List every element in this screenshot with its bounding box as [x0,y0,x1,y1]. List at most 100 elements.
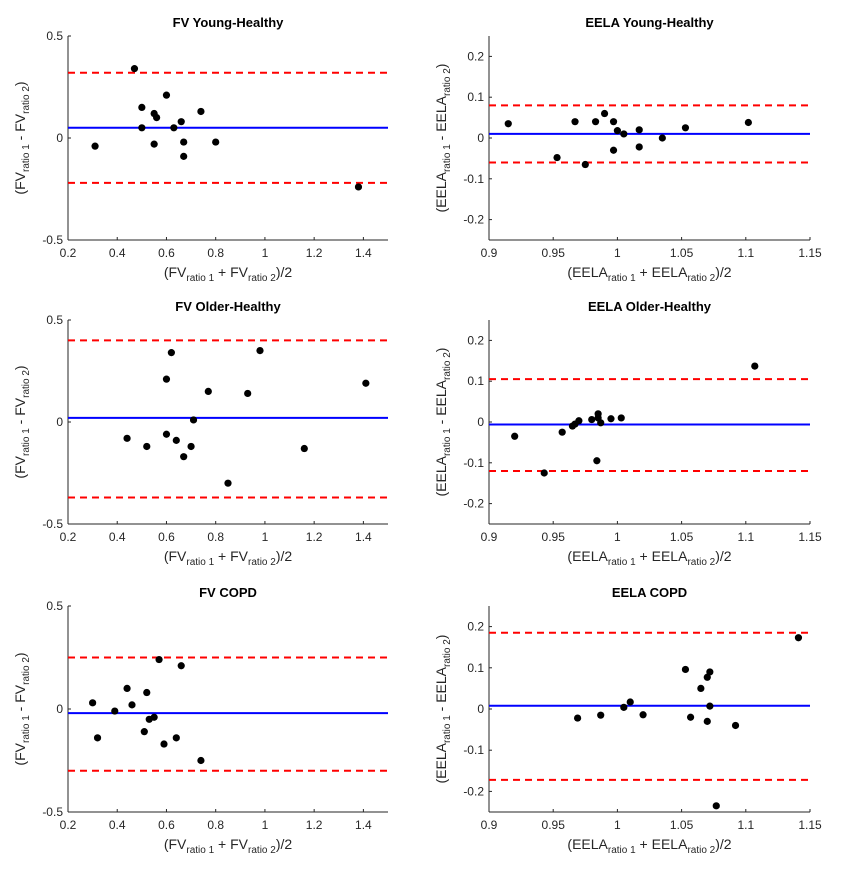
data-point [172,436,180,444]
x-tick-label: 0.95 [542,818,566,832]
x-axis-label-post: )/2 [276,836,293,852]
data-point [170,124,178,132]
data-point [162,430,171,438]
y-tick-label: 0.2 [467,333,484,347]
y-tick-label: 0 [477,415,484,429]
data-point [143,688,151,697]
data-point [588,415,596,424]
data-point [620,130,628,138]
data-point [591,118,600,126]
y-tick-label: -0.1 [463,172,484,186]
x-tick-label: 0.2 [60,818,77,832]
y-axis-label-mid: - EELA [433,379,449,428]
x-tick-label: 1 [614,818,621,832]
x-tick-label: 1.4 [355,530,372,544]
data-point [620,703,628,711]
x-tick-label: 0.4 [109,530,126,544]
y-axis-label-sub1: ratio 1 [442,428,453,456]
data-point [300,444,308,453]
x-tick-label: 0.4 [109,246,126,260]
y-axis-label-pre: (FV [12,171,28,194]
data-point [123,434,131,442]
data-point [794,634,803,642]
x-tick-label: 1.2 [306,246,323,260]
chart-title: EELA Young-Healthy [585,15,714,30]
data-point [128,701,136,709]
y-axis-label-sub1: ratio 1 [442,715,453,743]
x-axis-label-post: )/2 [715,836,732,852]
data-point [187,442,195,451]
data-point [172,734,180,742]
data-point [575,417,583,425]
x-axis-label-sub1: ratio 1 [608,557,636,568]
x-tick-label: 1 [614,530,621,544]
x-tick-label: 0.6 [158,530,175,544]
data-point [130,65,139,73]
x-tick-label: 0.6 [158,818,175,832]
data-point [681,124,690,132]
data-point [581,160,589,169]
x-axis-label-sub2: ratio 2 [687,557,715,568]
y-axis-label-mid: - FV [12,113,28,144]
x-tick-label: 0.9 [481,818,498,832]
x-tick-label: 1 [614,246,621,260]
y-axis-label-post: ) [433,64,449,69]
data-point [504,120,512,128]
y-tick-label: 0 [477,702,484,716]
data-point [751,362,759,370]
x-axis-label-sub1: ratio 1 [186,273,214,284]
x-tick-label: 0.2 [60,246,77,260]
chart-panel-2: EELA Young-Healthy 0.9 0.95 1 1.05 1.1 1.15 -0.… [433,15,822,284]
x-tick-label: 1.2 [306,530,323,544]
x-axis-label-post: )/2 [276,548,293,564]
y-axis-label-sub2: ratio 2 [21,657,32,685]
data-point [744,118,752,127]
x-tick-label: 0.8 [207,530,224,544]
y-tick-label: 0.5 [46,599,63,613]
y-axis-label: (EELAratio 1 - EELAratio 2) [433,635,453,784]
x-axis-label-pre: (FV [164,548,187,564]
data-point [573,714,582,722]
y-axis-label-sub1: ratio 1 [442,144,453,172]
data-point [703,717,711,725]
y-axis-label-post: ) [12,652,28,657]
x-tick-label: 1.05 [670,530,694,544]
x-axis-label-mid: + FV [214,836,249,852]
x-tick-label: 0.2 [60,530,77,544]
y-axis-label-pre: (EELA [433,455,449,496]
x-axis-label-sub2: ratio 2 [687,273,715,284]
data-point [162,91,171,99]
x-axis-label: (EELAratio 1 + EELAratio 2)/2 [567,548,731,568]
y-tick-label: -0.2 [463,497,484,511]
data-point [224,479,232,487]
data-point [123,684,131,693]
x-axis-label-sub2: ratio 2 [248,557,276,568]
y-tick-label: 0.5 [46,29,63,43]
data-point [639,711,647,719]
y-tick-label: -0.2 [463,784,484,798]
x-axis-label-mid: + FV [214,264,249,280]
y-axis-label-sub2: ratio 2 [21,370,32,398]
y-axis-label: (FVratio 1 - FVratio 2) [12,652,32,765]
data-point [177,662,185,670]
x-axis-label-post: )/2 [276,264,293,280]
data-point [162,375,171,383]
y-tick-label: 0.5 [46,313,63,327]
data-point [256,347,264,355]
y-tick-label: 0.1 [467,374,484,388]
x-axis-label: (FVratio 1 + FVratio 2)/2 [164,264,293,284]
data-point [613,127,622,135]
data-point [89,699,97,707]
y-axis-label-sub2: ratio 2 [442,639,453,667]
data-point [617,414,625,422]
data-point [511,432,519,440]
data-point [697,684,705,693]
x-tick-label: 0.95 [542,246,566,260]
data-point [600,109,609,118]
y-axis-label-sub1: ratio 1 [21,144,32,172]
y-tick-label: -0.1 [463,743,484,757]
y-axis-label-sub2: ratio 2 [21,86,32,114]
y-axis-label: (EELAratio 1 - EELAratio 2) [433,348,453,497]
